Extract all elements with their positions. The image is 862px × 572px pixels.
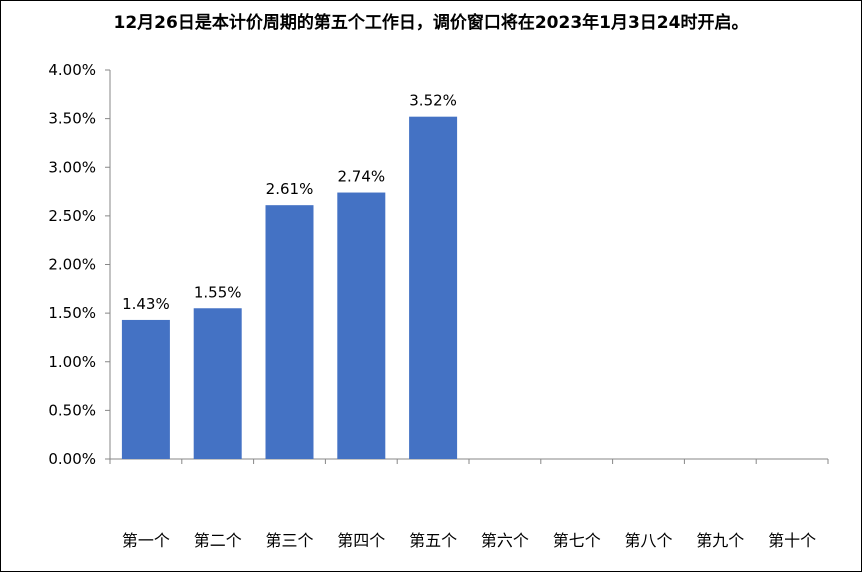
x-category-label: 第十个: [768, 531, 816, 550]
bar: [265, 205, 314, 459]
y-tick-label: 4.00%: [48, 61, 96, 79]
x-category-label: 第三个: [265, 531, 313, 550]
bar-data-label: 1.43%: [122, 295, 170, 313]
x-category-label: 第八个: [624, 531, 672, 550]
bar: [193, 308, 242, 459]
y-tick-label: 3.50%: [48, 110, 96, 128]
bar: [409, 116, 458, 460]
x-category-label: 第四个: [337, 531, 385, 550]
chart-title: 12月26日是本计价周期的第五个工作日，调价窗口将在2023年1月3日24时开启…: [113, 13, 749, 33]
x-category-label: 第九个: [696, 531, 744, 550]
y-tick-label: 1.00%: [48, 353, 96, 371]
bar-data-label: 1.55%: [194, 283, 242, 301]
y-tick-label: 2.50%: [48, 207, 96, 225]
x-category-label: 第七个: [553, 531, 601, 550]
y-tick-label: 0.00%: [48, 450, 96, 468]
x-category-label: 第一个: [122, 531, 170, 550]
y-tick-label: 0.50%: [48, 401, 96, 419]
bar-data-label: 3.52%: [409, 92, 457, 110]
x-category-label: 第六个: [481, 531, 529, 550]
bar-data-label: 2.61%: [266, 180, 314, 198]
x-category-label: 第二个: [194, 531, 242, 550]
bar: [337, 192, 386, 459]
x-category-label: 第五个: [409, 531, 457, 550]
y-tick-label: 2.00%: [48, 256, 96, 274]
y-tick-label: 1.50%: [48, 304, 96, 322]
y-tick-label: 3.00%: [48, 158, 96, 176]
bar-data-label: 2.74%: [337, 168, 385, 186]
bar: [121, 319, 170, 459]
